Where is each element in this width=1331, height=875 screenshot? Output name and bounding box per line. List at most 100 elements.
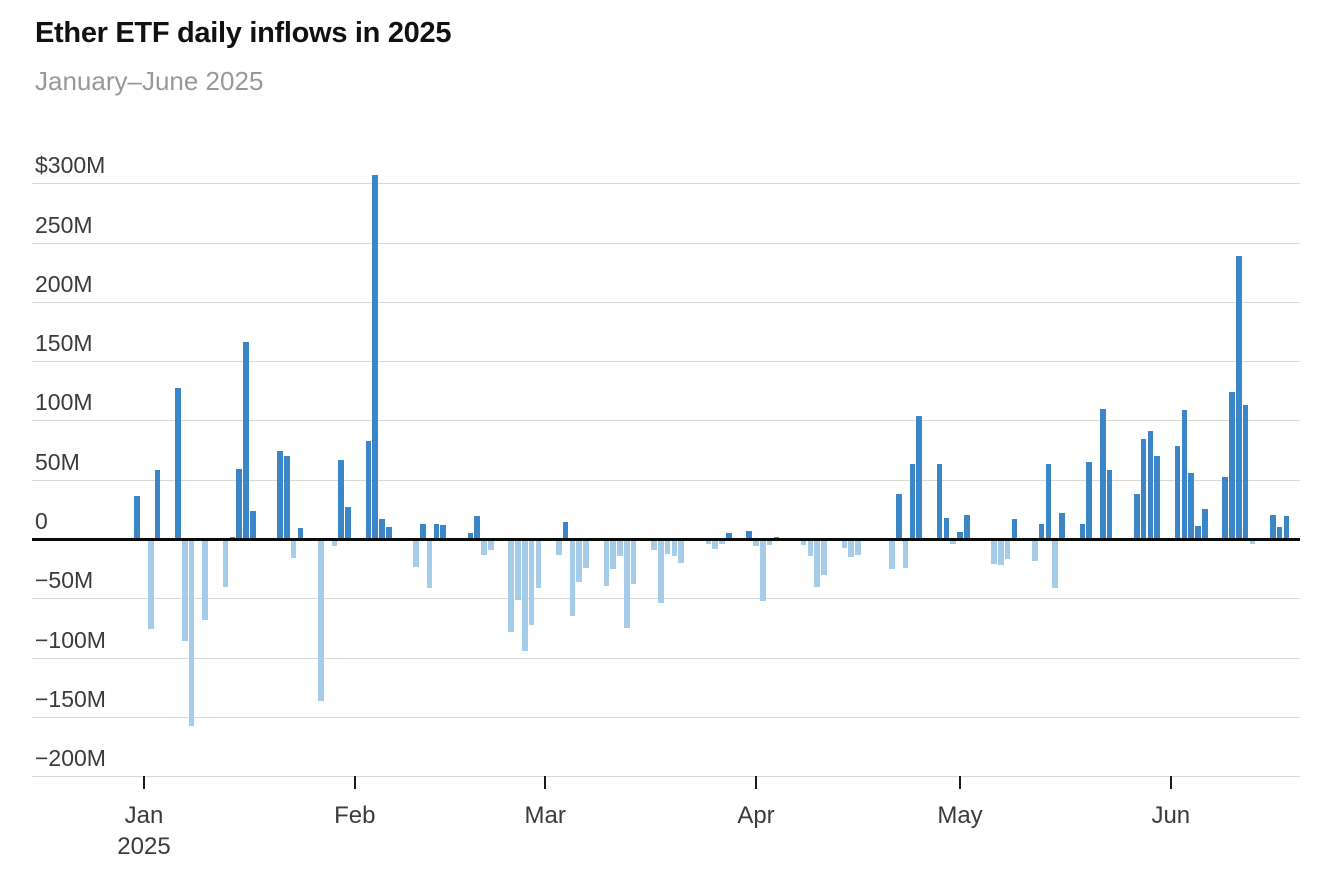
- bar[interactable]: [1038, 523, 1045, 539]
- bar[interactable]: [964, 515, 970, 539]
- bar[interactable]: [175, 388, 181, 539]
- bar[interactable]: [236, 469, 242, 539]
- bar[interactable]: [1011, 518, 1018, 539]
- bar[interactable]: [1079, 523, 1086, 539]
- bar[interactable]: [134, 496, 140, 539]
- bar[interactable]: [154, 470, 161, 539]
- bar[interactable]: [535, 540, 542, 588]
- bar[interactable]: [773, 536, 780, 539]
- bar[interactable]: [576, 540, 582, 582]
- bar[interactable]: [1174, 446, 1181, 539]
- bar[interactable]: [345, 506, 351, 539]
- bar[interactable]: [753, 540, 759, 547]
- bar[interactable]: [508, 540, 514, 632]
- bar[interactable]: [889, 540, 895, 569]
- bar[interactable]: [800, 540, 807, 546]
- bar[interactable]: [1283, 516, 1290, 539]
- bar[interactable]: [1032, 540, 1038, 561]
- bar[interactable]: [1086, 461, 1092, 539]
- bar[interactable]: [182, 540, 188, 642]
- bar[interactable]: [746, 530, 752, 539]
- bar[interactable]: [957, 531, 963, 539]
- bar[interactable]: [318, 540, 324, 701]
- bar[interactable]: [1188, 472, 1194, 539]
- bar[interactable]: [1045, 464, 1052, 539]
- bar[interactable]: [916, 415, 922, 539]
- bar[interactable]: [630, 540, 637, 585]
- bar[interactable]: [440, 524, 446, 539]
- bar[interactable]: [1222, 477, 1228, 539]
- bar[interactable]: [413, 540, 419, 567]
- bar[interactable]: [909, 464, 916, 539]
- bar[interactable]: [556, 540, 562, 555]
- bar[interactable]: [705, 540, 712, 545]
- bar[interactable]: [841, 540, 848, 548]
- bar[interactable]: [1052, 540, 1058, 588]
- bar[interactable]: [420, 523, 426, 539]
- bar[interactable]: [1140, 439, 1147, 539]
- bar[interactable]: [1059, 512, 1065, 539]
- bar[interactable]: [712, 540, 718, 549]
- bar[interactable]: [678, 540, 684, 564]
- bar[interactable]: [719, 540, 725, 545]
- bar[interactable]: [726, 533, 732, 539]
- bar[interactable]: [1195, 525, 1201, 539]
- bar[interactable]: [1242, 404, 1249, 539]
- bar[interactable]: [562, 522, 569, 539]
- bar[interactable]: [1100, 408, 1106, 539]
- bar[interactable]: [617, 540, 623, 556]
- bar[interactable]: [896, 493, 902, 539]
- bar[interactable]: [624, 540, 630, 629]
- bar[interactable]: [1236, 255, 1242, 539]
- bar[interactable]: [243, 342, 249, 539]
- bar[interactable]: [297, 528, 304, 539]
- bar[interactable]: [488, 540, 494, 550]
- bar[interactable]: [250, 510, 256, 539]
- bar[interactable]: [651, 540, 657, 550]
- bar[interactable]: [222, 540, 229, 587]
- bar[interactable]: [229, 536, 236, 539]
- bar[interactable]: [338, 459, 344, 539]
- bar[interactable]: [821, 540, 827, 575]
- bar[interactable]: [766, 540, 773, 546]
- bar[interactable]: [603, 540, 610, 586]
- bar[interactable]: [365, 440, 372, 539]
- bar[interactable]: [1249, 540, 1256, 545]
- bar[interactable]: [467, 533, 474, 539]
- bar[interactable]: [1154, 455, 1160, 539]
- bar[interactable]: [998, 540, 1004, 566]
- bar[interactable]: [148, 540, 154, 630]
- bar[interactable]: [386, 527, 392, 539]
- bar[interactable]: [848, 540, 854, 558]
- bar[interactable]: [379, 518, 385, 539]
- bar[interactable]: [1004, 540, 1011, 560]
- bar[interactable]: [1181, 409, 1188, 539]
- bar[interactable]: [991, 540, 997, 565]
- bar[interactable]: [1276, 527, 1283, 539]
- bar[interactable]: [277, 451, 283, 539]
- bar[interactable]: [902, 540, 909, 568]
- bar[interactable]: [1134, 493, 1140, 539]
- bar[interactable]: [522, 540, 528, 651]
- bar[interactable]: [807, 540, 814, 556]
- bar[interactable]: [331, 540, 338, 547]
- bar[interactable]: [855, 540, 861, 555]
- bar[interactable]: [658, 540, 664, 604]
- bar[interactable]: [664, 540, 671, 554]
- bar[interactable]: [528, 540, 535, 625]
- bar[interactable]: [515, 540, 521, 600]
- bar[interactable]: [943, 517, 950, 539]
- bar[interactable]: [814, 540, 820, 587]
- bar[interactable]: [290, 540, 297, 559]
- bar[interactable]: [284, 455, 290, 539]
- bar[interactable]: [1106, 470, 1113, 539]
- bar[interactable]: [1270, 515, 1276, 539]
- bar[interactable]: [760, 540, 766, 601]
- bar[interactable]: [481, 540, 487, 555]
- bar[interactable]: [1147, 431, 1154, 539]
- bar[interactable]: [1202, 509, 1208, 539]
- bar[interactable]: [474, 516, 480, 539]
- bar[interactable]: [610, 540, 616, 569]
- bar[interactable]: [202, 540, 208, 620]
- bar[interactable]: [569, 540, 576, 617]
